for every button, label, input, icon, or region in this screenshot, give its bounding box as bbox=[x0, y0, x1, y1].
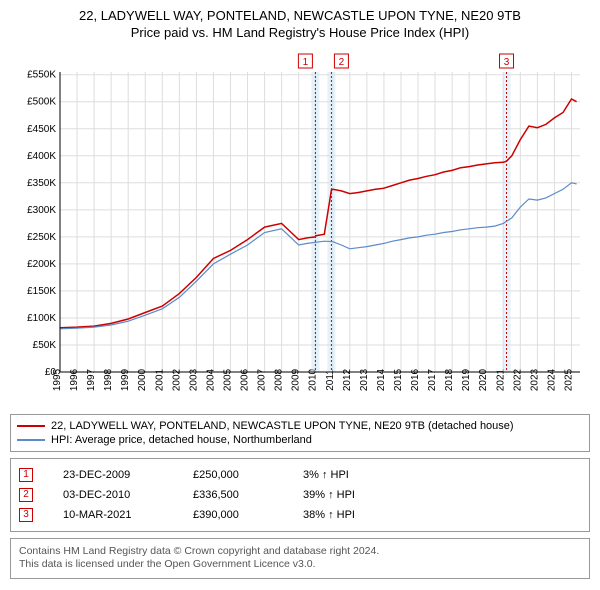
svg-text:£200K: £200K bbox=[27, 259, 56, 270]
legend: 22, LADYWELL WAY, PONTELAND, NEWCASTLE U… bbox=[10, 414, 590, 452]
event-price: £250,000 bbox=[193, 469, 273, 481]
event-delta: 3% ↑ HPI bbox=[303, 469, 383, 481]
event-row: 3 10-MAR-2021 £390,000 38% ↑ HPI bbox=[19, 505, 581, 525]
chart-title: 22, LADYWELL WAY, PONTELAND, NEWCASTLE U… bbox=[10, 8, 590, 42]
event-price: £336,500 bbox=[193, 489, 273, 501]
svg-text:£100K: £100K bbox=[27, 313, 56, 324]
event-row: 1 23-DEC-2009 £250,000 3% ↑ HPI bbox=[19, 465, 581, 485]
event-date: 23-DEC-2009 bbox=[63, 469, 163, 481]
event-delta: 39% ↑ HPI bbox=[303, 489, 383, 501]
legend-swatch bbox=[17, 439, 45, 441]
title-line-2: Price paid vs. HM Land Registry's House … bbox=[10, 25, 590, 42]
event-row: 2 03-DEC-2010 £336,500 39% ↑ HPI bbox=[19, 485, 581, 505]
svg-text:£350K: £350K bbox=[27, 178, 56, 189]
svg-text:3: 3 bbox=[504, 57, 510, 68]
attribution-footer: Contains HM Land Registry data © Crown c… bbox=[10, 538, 590, 579]
legend-label: HPI: Average price, detached house, Nort… bbox=[51, 434, 312, 446]
legend-label: 22, LADYWELL WAY, PONTELAND, NEWCASTLE U… bbox=[51, 420, 514, 432]
legend-row: HPI: Average price, detached house, Nort… bbox=[17, 433, 583, 447]
svg-text:£450K: £450K bbox=[27, 124, 56, 135]
svg-text:£250K: £250K bbox=[27, 232, 56, 243]
svg-text:£500K: £500K bbox=[27, 97, 56, 108]
title-line-1: 22, LADYWELL WAY, PONTELAND, NEWCASTLE U… bbox=[10, 8, 590, 25]
event-price: £390,000 bbox=[193, 509, 273, 521]
svg-text:£400K: £400K bbox=[27, 151, 56, 162]
price-chart: £0£50K£100K£150K£200K£250K£300K£350K£400… bbox=[10, 48, 590, 408]
svg-text:1: 1 bbox=[303, 57, 309, 68]
event-delta: 38% ↑ HPI bbox=[303, 509, 383, 521]
event-date: 10-MAR-2021 bbox=[63, 509, 163, 521]
svg-text:£150K: £150K bbox=[27, 286, 56, 297]
svg-text:£50K: £50K bbox=[33, 340, 57, 351]
event-marker: 2 bbox=[19, 488, 33, 502]
legend-swatch bbox=[17, 425, 45, 427]
footer-line-2: This data is licensed under the Open Gov… bbox=[19, 558, 581, 572]
footer-line-1: Contains HM Land Registry data © Crown c… bbox=[19, 545, 581, 559]
svg-text:£550K: £550K bbox=[27, 69, 56, 80]
legend-row: 22, LADYWELL WAY, PONTELAND, NEWCASTLE U… bbox=[17, 419, 583, 433]
event-marker: 1 bbox=[19, 468, 33, 482]
events-table: 1 23-DEC-2009 £250,000 3% ↑ HPI 2 03-DEC-2010… bbox=[10, 458, 590, 532]
svg-text:£300K: £300K bbox=[27, 205, 56, 216]
event-marker: 3 bbox=[19, 508, 33, 522]
event-date: 03-DEC-2010 bbox=[63, 489, 163, 501]
svg-text:2: 2 bbox=[339, 57, 345, 68]
